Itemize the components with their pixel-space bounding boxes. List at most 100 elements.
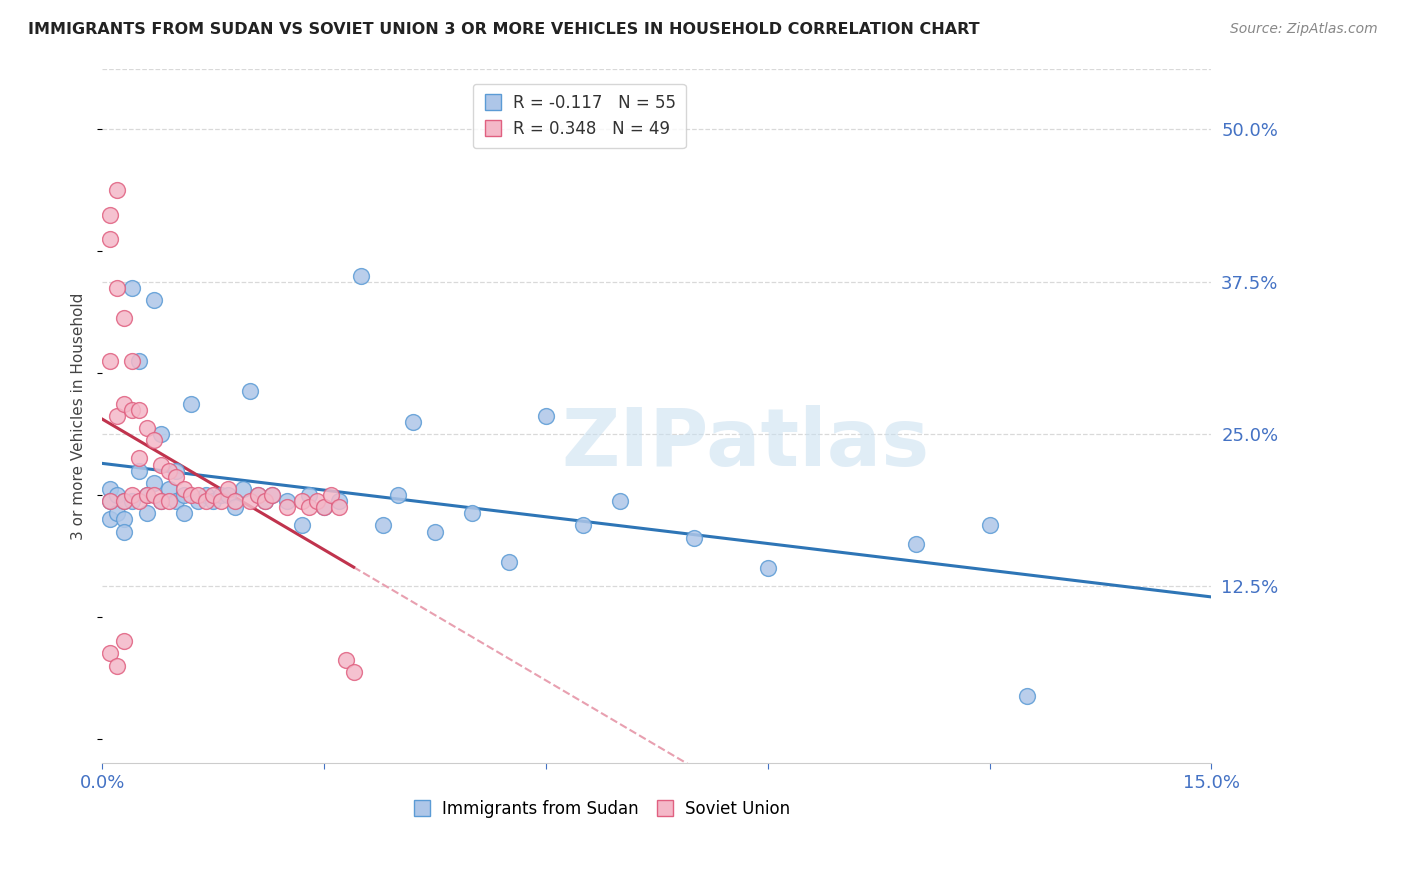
Point	[105, 183, 128, 197]
Point	[461, 506, 484, 520]
Point	[128, 494, 150, 508]
Point	[135, 488, 157, 502]
Point	[105, 506, 128, 520]
Point	[202, 494, 225, 508]
Point	[112, 494, 135, 508]
Point	[105, 658, 128, 673]
Point	[98, 482, 121, 496]
Point	[98, 232, 121, 246]
Point	[209, 494, 232, 508]
Point	[165, 494, 187, 508]
Point	[135, 488, 157, 502]
Point	[98, 647, 121, 661]
Point	[121, 402, 143, 417]
Point	[143, 488, 166, 502]
Point	[350, 268, 373, 283]
Point	[121, 488, 143, 502]
Point	[572, 518, 595, 533]
Point	[98, 208, 121, 222]
Point	[112, 524, 135, 539]
Point	[128, 464, 150, 478]
Point	[328, 494, 350, 508]
Point	[276, 500, 298, 515]
Point	[165, 464, 187, 478]
Point	[217, 482, 239, 496]
Point	[187, 488, 209, 502]
Point	[143, 293, 166, 307]
Point	[246, 488, 269, 502]
Point	[194, 494, 217, 508]
Point	[904, 537, 927, 551]
Point	[150, 458, 173, 472]
Point	[224, 494, 246, 508]
Point	[209, 488, 232, 502]
Point	[402, 415, 425, 429]
Point	[143, 475, 166, 490]
Text: Source: ZipAtlas.com: Source: ZipAtlas.com	[1230, 22, 1378, 37]
Point	[112, 397, 135, 411]
Point	[609, 494, 631, 508]
Point	[157, 464, 180, 478]
Point	[121, 354, 143, 368]
Point	[194, 488, 217, 502]
Point	[312, 500, 335, 515]
Text: ZIPatlas: ZIPatlas	[561, 405, 929, 483]
Point	[121, 281, 143, 295]
Point	[105, 488, 128, 502]
Point	[262, 488, 284, 502]
Legend: Immigrants from Sudan, Soviet Union: Immigrants from Sudan, Soviet Union	[405, 793, 797, 824]
Point	[98, 512, 121, 526]
Point	[98, 494, 121, 508]
Point	[157, 482, 180, 496]
Point	[180, 488, 202, 502]
Point	[387, 488, 409, 502]
Point	[246, 488, 269, 502]
Point	[373, 518, 395, 533]
Point	[979, 518, 1001, 533]
Point	[202, 488, 225, 502]
Point	[682, 531, 704, 545]
Point	[128, 451, 150, 466]
Point	[112, 512, 135, 526]
Point	[128, 402, 150, 417]
Point	[150, 427, 173, 442]
Point	[157, 494, 180, 508]
Point	[756, 561, 779, 575]
Point	[335, 652, 357, 666]
Point	[143, 433, 166, 447]
Point	[121, 494, 143, 508]
Point	[305, 494, 328, 508]
Point	[128, 354, 150, 368]
Point	[262, 488, 284, 502]
Point	[165, 469, 187, 483]
Point	[232, 482, 254, 496]
Point	[135, 421, 157, 435]
Point	[150, 494, 173, 508]
Point	[112, 494, 135, 508]
Point	[498, 555, 520, 569]
Point	[173, 488, 195, 502]
Point	[253, 494, 276, 508]
Point	[98, 354, 121, 368]
Point	[298, 500, 321, 515]
Point	[328, 500, 350, 515]
Point	[423, 524, 446, 539]
Point	[224, 500, 246, 515]
Point	[112, 311, 135, 326]
Point	[291, 518, 314, 533]
Y-axis label: 3 or more Vehicles in Household: 3 or more Vehicles in Household	[72, 293, 86, 540]
Point	[173, 506, 195, 520]
Point	[239, 494, 262, 508]
Point	[150, 494, 173, 508]
Point	[1015, 689, 1038, 703]
Point	[321, 488, 343, 502]
Point	[135, 506, 157, 520]
Point	[312, 500, 335, 515]
Point	[239, 384, 262, 399]
Point	[112, 634, 135, 648]
Point	[253, 494, 276, 508]
Point	[534, 409, 557, 423]
Point	[105, 409, 128, 423]
Text: IMMIGRANTS FROM SUDAN VS SOVIET UNION 3 OR MORE VEHICLES IN HOUSEHOLD CORRELATIO: IMMIGRANTS FROM SUDAN VS SOVIET UNION 3 …	[28, 22, 980, 37]
Point	[343, 665, 366, 679]
